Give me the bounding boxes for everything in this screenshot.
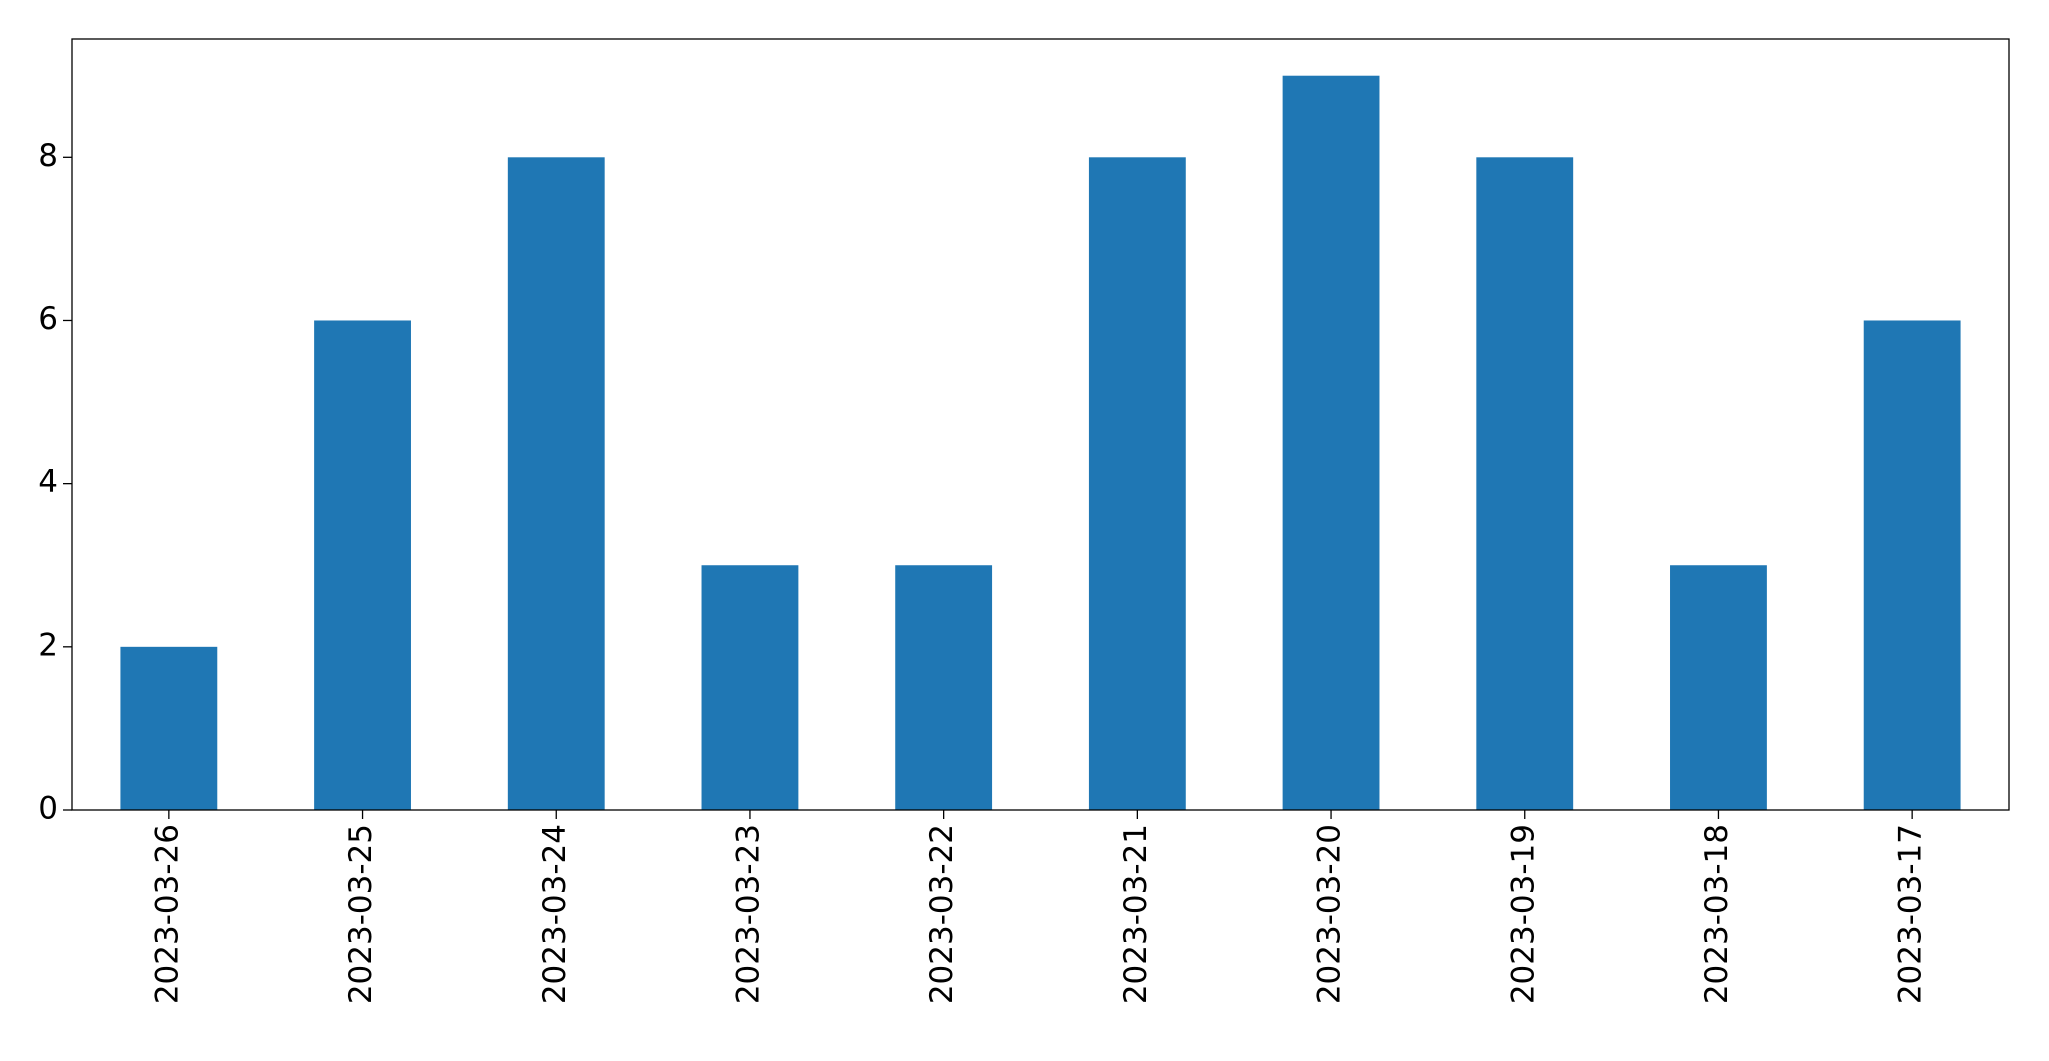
plot-frame [71,38,2010,811]
bar [507,157,605,811]
bar [314,320,411,810]
bar [895,565,993,810]
y-tick-label: 4 [38,464,58,500]
x-tick-label: 2023-03-22 [924,824,960,1004]
x-tick-label: 2023-03-25 [343,824,379,1004]
bar [1670,565,1767,810]
bar [1476,157,1574,811]
x-tick-label: 2023-03-23 [730,824,766,1004]
bar [1088,157,1186,811]
x-tick-label: 2023-03-20 [1312,824,1348,1004]
y-tick-label: 6 [38,301,58,337]
y-tick-label: 0 [38,791,58,827]
x-tick-label: 2023-03-24 [537,824,573,1004]
x-tick-label: 2023-03-19 [1505,824,1541,1004]
y-tick-label: 8 [38,138,58,174]
x-tick-label: 2023-03-17 [1893,824,1929,1004]
bar [1282,75,1380,810]
y-tick-label: 2 [38,627,58,663]
bar [120,646,218,810]
x-tick-label: 2023-03-18 [1699,824,1735,1004]
x-tick-label: 2023-03-21 [1118,824,1154,1004]
bar [701,565,799,810]
x-tick-label: 2023-03-26 [149,824,185,1004]
bar [1863,320,1961,810]
